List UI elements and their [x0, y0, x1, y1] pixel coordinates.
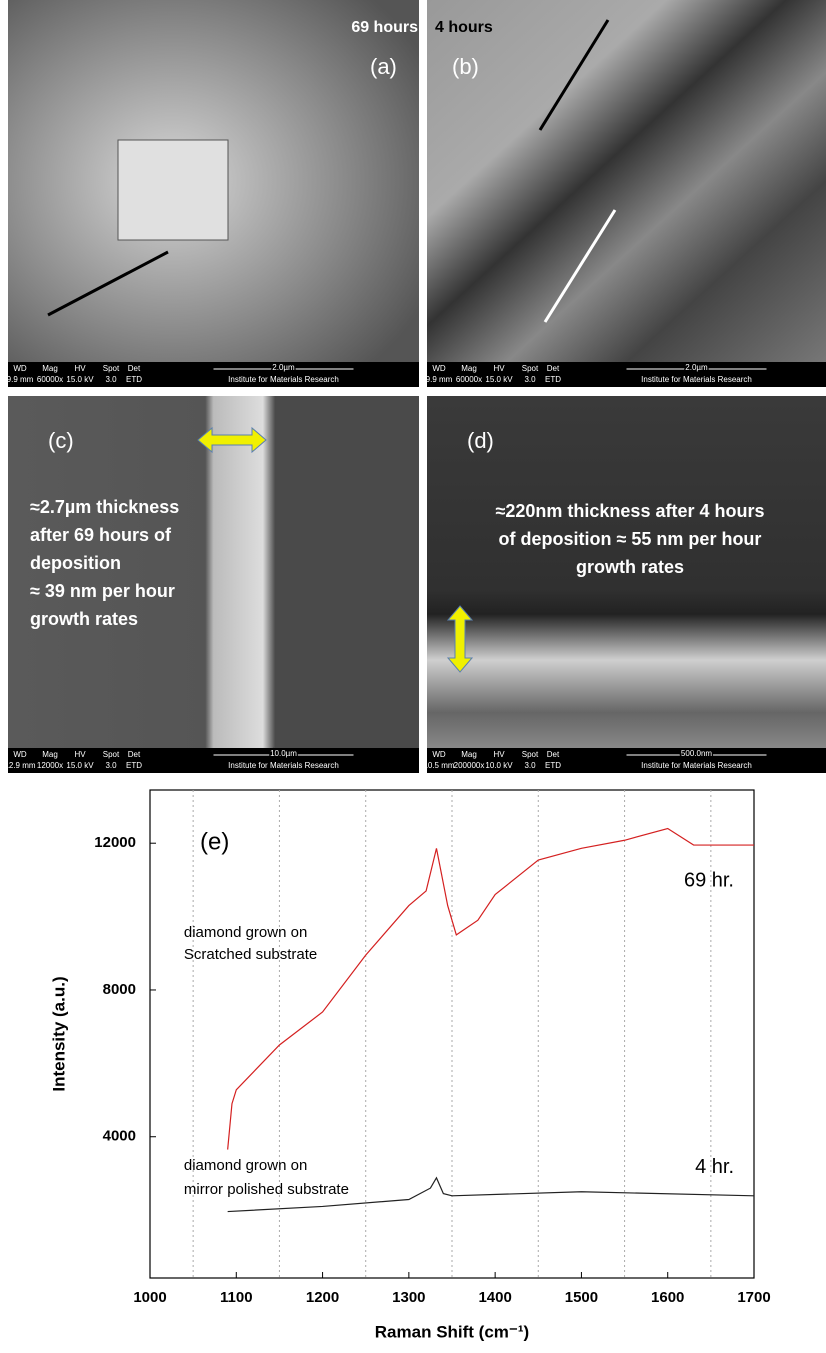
note-line: ≈220nm thickness after 4 hours — [496, 501, 765, 521]
info-header: Spot — [103, 364, 120, 373]
series-line — [228, 829, 754, 1150]
y-tick-label: 8000 — [103, 981, 136, 998]
info-header: HV — [493, 364, 505, 373]
info-header: Det — [547, 364, 560, 373]
note-line: growth rates — [30, 609, 138, 629]
info-header: Spot — [522, 364, 539, 373]
info-value: 3.0 — [524, 375, 536, 384]
note-line: ≈ 39 nm per hour — [30, 581, 175, 601]
info-header: Spot — [522, 750, 539, 759]
info-header: HV — [74, 750, 86, 759]
scale-label: 500.0nm — [681, 749, 712, 758]
note-line: growth rates — [576, 557, 684, 577]
annotation: diamond grown on — [184, 1157, 307, 1174]
info-value: 15.0 kV — [66, 761, 94, 770]
info-value: ETD — [545, 375, 561, 384]
institute: Institute for Materials Research — [228, 375, 339, 384]
info-bar: WD 9.9 mm Mag 60000x HV 15.0 kV Spot 3.0 Det ETD 2… — [7, 362, 419, 387]
info-header: Mag — [42, 750, 58, 759]
x-tick-label: 1200 — [306, 1289, 339, 1306]
note-line: after 69 hours of — [30, 525, 172, 545]
annotation: diamond grown on — [184, 924, 307, 941]
info-value: 60000x — [456, 375, 482, 384]
info-header: WD — [13, 364, 27, 373]
info-header: Det — [128, 750, 141, 759]
institute: Institute for Materials Research — [228, 761, 339, 770]
info-header: WD — [432, 364, 446, 373]
sem-image — [427, 0, 826, 362]
crystal — [118, 140, 228, 240]
x-tick-label: 1000 — [133, 1289, 166, 1306]
info-value: 12000x — [37, 761, 63, 770]
info-value: 12.9 mm — [4, 761, 35, 770]
info-bar: WD 10.5 mm Mag 200000x HV 10.0 kV Spot 3.0 Det ET… — [423, 748, 826, 773]
info-value: 10.5 mm — [423, 761, 454, 770]
series-label: 69 hr. — [684, 869, 734, 891]
info-value: ETD — [126, 761, 142, 770]
info-value: 10.0 kV — [485, 761, 513, 770]
note-line: deposition — [30, 553, 121, 573]
info-header: HV — [74, 364, 86, 373]
info-value: 15.0 kV — [485, 375, 513, 384]
x-tick-label: 1100 — [220, 1289, 253, 1306]
panel-label: (a) — [370, 54, 397, 79]
panel-label: (c) — [48, 428, 74, 453]
info-header: Det — [547, 750, 560, 759]
time-label: 4 hours — [435, 19, 493, 36]
info-value: 9.9 mm — [426, 375, 453, 384]
x-axis-label: Raman Shift (cm⁻¹) — [375, 1322, 529, 1341]
scale-label: 2.0µm — [685, 363, 708, 372]
x-tick-label: 1700 — [737, 1289, 770, 1306]
y-tick-label: 12000 — [94, 834, 136, 851]
info-header: Mag — [461, 364, 477, 373]
panel-label: (b) — [452, 54, 479, 79]
x-tick-label: 1300 — [392, 1289, 425, 1306]
info-header: Mag — [461, 750, 477, 759]
info-value: 3.0 — [105, 375, 117, 384]
raman-chart: (e) Raman Shift (cm⁻¹) Intensity (a.u.) … — [49, 790, 770, 1341]
scale-label: 10.0µm — [270, 749, 297, 758]
plot-frame — [150, 790, 754, 1278]
info-bar: WD 12.9 mm Mag 12000x HV 15.0 kV Spot 3.0 Det ETD… — [4, 748, 419, 773]
institute: Institute for Materials Research — [641, 761, 752, 770]
info-value: 15.0 kV — [66, 375, 94, 384]
y-tick-label: 4000 — [103, 1128, 136, 1145]
info-header: WD — [13, 750, 27, 759]
info-header: Mag — [42, 364, 58, 373]
info-header: Spot — [103, 750, 120, 759]
info-header: HV — [493, 750, 505, 759]
info-value: 60000x — [37, 375, 63, 384]
x-tick-label: 1400 — [478, 1289, 511, 1306]
note-line: ≈2.7µm thickness — [30, 497, 179, 517]
info-value: ETD — [545, 761, 561, 770]
scale-label: 2.0µm — [272, 363, 295, 372]
info-header: WD — [432, 750, 446, 759]
series-label: 4 hr. — [695, 1156, 734, 1178]
info-value: ETD — [126, 375, 142, 384]
info-value: 3.0 — [105, 761, 117, 770]
panel-label: (e) — [200, 828, 229, 855]
info-value: 9.9 mm — [7, 375, 34, 384]
note-line: of deposition ≈ 55 nm per hour — [499, 529, 762, 549]
y-axis-label: Intensity (a.u.) — [49, 976, 68, 1091]
figure: (e) Raman Shift (cm⁻¹) Intensity (a.u.) … — [0, 0, 826, 1348]
x-tick-label: 1500 — [565, 1289, 598, 1306]
info-value: 200000x — [454, 761, 485, 770]
info-bar: WD 9.9 mm Mag 60000x HV 15.0 kV Spot 3.0 Det ETD 2… — [426, 362, 826, 387]
annotation: mirror polished substrate — [184, 1181, 349, 1198]
info-value: 3.0 — [524, 761, 536, 770]
time-label: 69 hours — [351, 19, 418, 36]
info-header: Det — [128, 364, 141, 373]
x-tick-label: 1600 — [651, 1289, 684, 1306]
annotation: Scratched substrate — [184, 946, 317, 963]
institute: Institute for Materials Research — [641, 375, 752, 384]
panel-label: (d) — [467, 428, 494, 453]
